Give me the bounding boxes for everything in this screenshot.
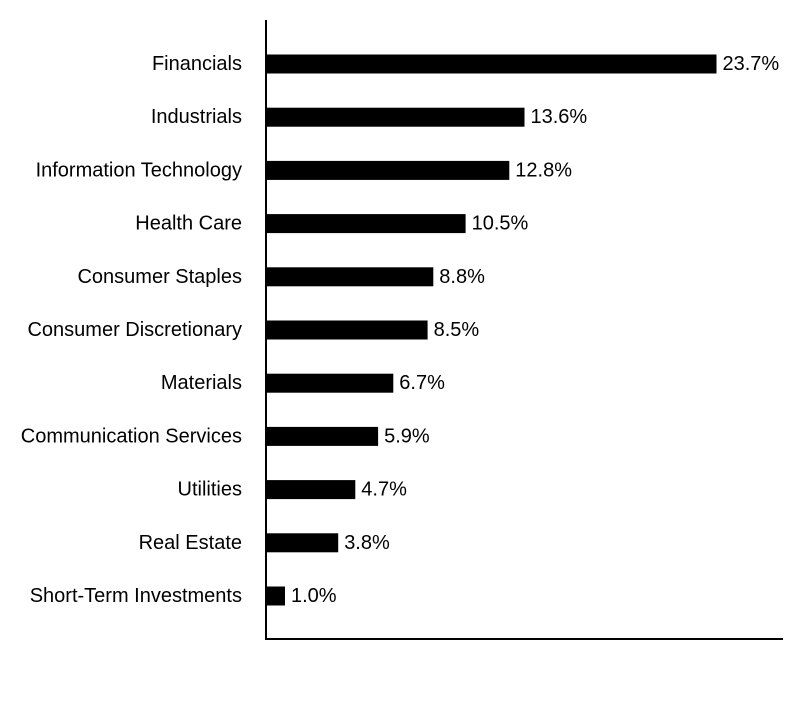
category-label: Utilities (178, 479, 242, 501)
bar (266, 320, 428, 340)
bar (266, 373, 394, 393)
value-label: 23.7% (723, 53, 780, 75)
bar (266, 267, 434, 287)
bar (266, 160, 510, 180)
labels-group: Financials 23.7% Industrials 13.6% Informati… (21, 53, 780, 607)
category-label: Real Estate (139, 532, 242, 554)
bar (266, 426, 379, 446)
value-label: 8.5% (434, 319, 480, 341)
bars-group (266, 54, 717, 606)
value-label: 8.8% (439, 266, 485, 288)
value-label: 3.8% (344, 532, 390, 554)
value-label: 1.0% (291, 585, 337, 607)
bar (266, 480, 356, 500)
category-label: Communication Services (21, 425, 242, 447)
value-label: 4.7% (361, 479, 407, 501)
bar (266, 107, 525, 127)
bar (266, 54, 717, 74)
value-label: 6.7% (399, 372, 445, 394)
category-label: Consumer Discretionary (27, 319, 242, 341)
category-label: Short-Term Investments (30, 585, 242, 607)
value-label: 13.6% (531, 106, 588, 128)
bar (266, 214, 466, 234)
category-label: Information Technology (36, 159, 242, 181)
category-label: Industrials (151, 106, 242, 128)
value-label: 5.9% (384, 425, 430, 447)
category-label: Consumer Staples (77, 266, 242, 288)
category-label: Financials (152, 53, 242, 75)
bar (266, 586, 285, 606)
bar (266, 533, 339, 553)
value-label: 10.5% (472, 213, 529, 235)
category-label: Health Care (135, 213, 242, 235)
value-label: 12.8% (515, 159, 572, 181)
category-label: Materials (161, 372, 242, 394)
